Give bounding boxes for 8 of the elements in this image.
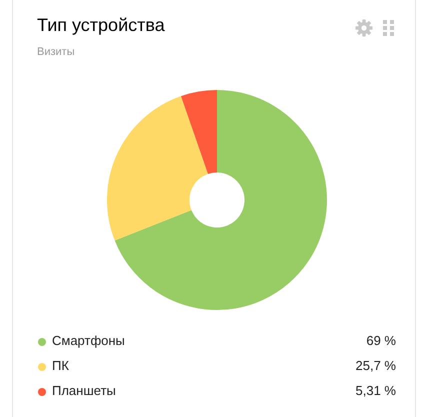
- chart-title: Тип устройства: [37, 15, 165, 36]
- data-label: 5,31 %: [356, 383, 396, 398]
- legend-label: ПК: [52, 358, 69, 373]
- legend-label: Смартфоны: [52, 333, 125, 348]
- legend-label: Планшеты: [52, 383, 116, 398]
- data-label: 69 %: [366, 333, 396, 348]
- data-label: 25,7 %: [356, 358, 396, 373]
- chart-subtitle: Визиты: [37, 46, 75, 58]
